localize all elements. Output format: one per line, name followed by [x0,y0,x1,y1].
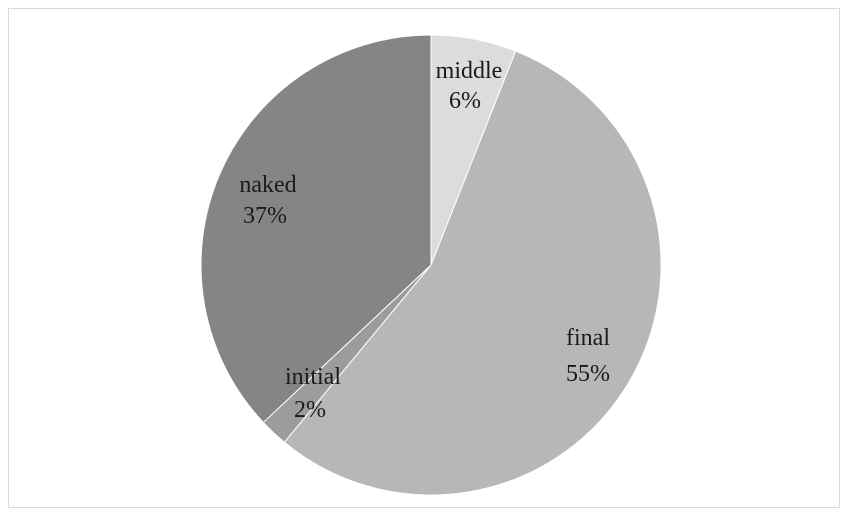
slice-label-initial-value: 2% [294,397,326,423]
slice-label-final-value: 55% [566,361,610,387]
slice-label-naked-name: naked [239,172,296,198]
slice-label-naked-value: 37% [243,203,287,229]
slice-label-final-name: final [566,325,610,351]
pie-slice-final [283,50,662,496]
pie-labels: middle 6% final 55% initial 2% naked 37% [239,58,610,423]
pie-slices [200,34,662,496]
slice-label-initial-name: initial [285,364,341,390]
slice-label-middle-value: 6% [449,88,481,114]
slice-label-middle-name: middle [436,58,503,84]
pie-slice-naked [200,34,432,424]
